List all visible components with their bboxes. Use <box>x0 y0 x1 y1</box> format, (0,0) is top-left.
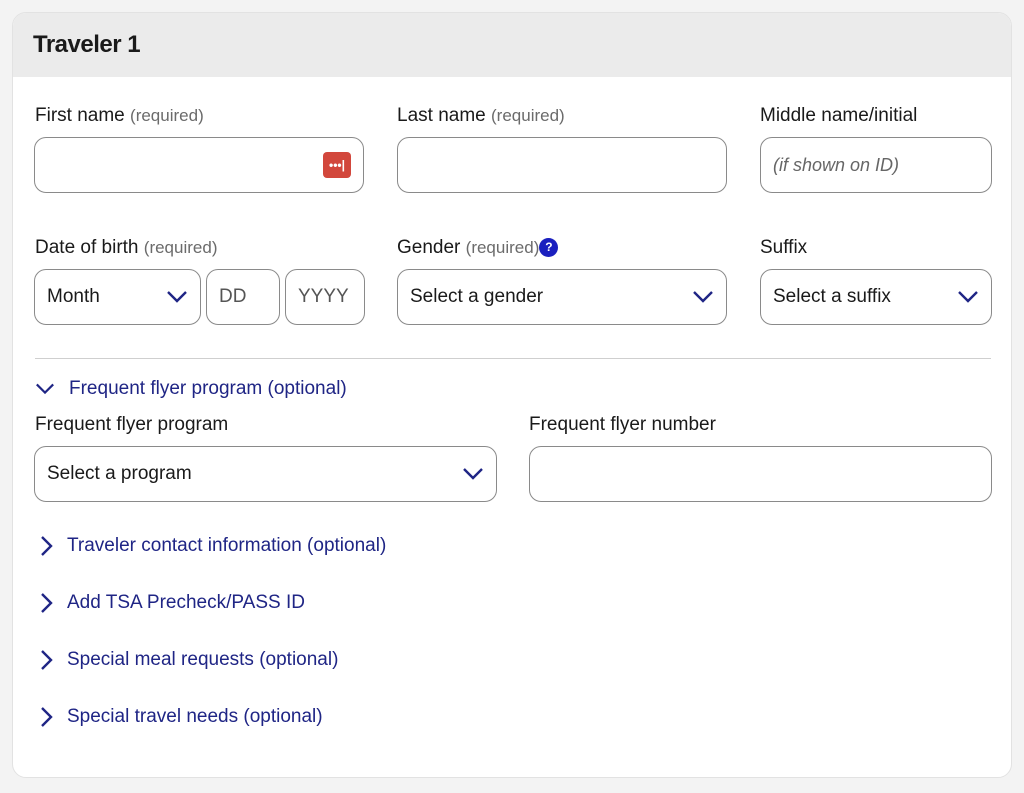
section-label: Special meal requests (optional) <box>67 649 339 670</box>
chevron-right-icon <box>39 592 53 614</box>
dob-label: Date of birth (required) <box>35 237 217 259</box>
chevron-down-icon <box>462 467 484 481</box>
chevron-down-icon <box>957 290 979 304</box>
frequent-flyer-toggle[interactable]: Frequent flyer program (optional) <box>35 378 347 400</box>
placeholder: (if shown on ID) <box>773 154 900 175</box>
placeholder: DD <box>219 286 247 307</box>
ff-number-label: Frequent flyer number <box>529 414 716 435</box>
ff-number-input[interactable] <box>529 446 992 502</box>
chevron-down-icon <box>35 382 55 396</box>
gender-label: Gender (required)? <box>397 237 559 259</box>
first-name-label: First name (required) <box>35 105 204 127</box>
chevron-right-icon <box>39 706 53 728</box>
middle-name-input[interactable]: (if shown on ID) <box>760 137 992 193</box>
required-hint: (required) <box>130 106 204 125</box>
middle-name-label: Middle name/initial <box>760 105 918 126</box>
ff-program-select[interactable]: Select a program <box>34 446 497 502</box>
toggle-label: Frequent flyer program (optional) <box>69 378 347 399</box>
section-label: Add TSA Precheck/PASS ID <box>67 592 305 613</box>
value: Select a gender <box>410 286 544 307</box>
label-text: Last name <box>397 105 486 126</box>
section-label: Traveler contact information (optional) <box>67 535 387 556</box>
value: Select a program <box>47 463 192 484</box>
value: Select a suffix <box>773 286 891 307</box>
label-text: Date of birth <box>35 237 139 258</box>
section-travel-needs[interactable]: Special travel needs (optional) <box>39 706 323 728</box>
first-name-input[interactable]: •••| <box>34 137 364 193</box>
gender-select[interactable]: Select a gender <box>397 269 727 325</box>
dob-month-select[interactable]: Month <box>34 269 201 325</box>
label-text: First name <box>35 105 125 126</box>
chevron-down-icon <box>166 290 188 304</box>
label-text: Gender <box>397 237 461 258</box>
card-title: Traveler 1 <box>33 31 141 58</box>
section-label: Special travel needs (optional) <box>67 706 323 727</box>
chevron-right-icon <box>39 535 53 557</box>
placeholder: YYYY <box>298 286 349 307</box>
chevron-down-icon <box>692 290 714 304</box>
required-hint: (required) <box>143 238 218 257</box>
dob-day-input[interactable]: DD <box>206 269 280 325</box>
value: Month <box>47 286 100 307</box>
suffix-select[interactable]: Select a suffix <box>760 269 992 325</box>
chevron-right-icon <box>39 649 53 671</box>
required-hint: (required) <box>465 238 540 257</box>
required-hint: (required) <box>491 106 565 125</box>
last-name-input[interactable] <box>397 137 727 193</box>
last-name-label: Last name (required) <box>397 105 565 127</box>
section-tsa-precheck[interactable]: Add TSA Precheck/PASS ID <box>39 592 305 614</box>
dob-year-input[interactable]: YYYY <box>285 269 365 325</box>
password-manager-icon[interactable]: •••| <box>323 152 351 178</box>
card-header: Traveler 1 <box>13 13 1011 77</box>
divider <box>35 358 991 359</box>
section-meal-requests[interactable]: Special meal requests (optional) <box>39 649 338 671</box>
ff-program-label: Frequent flyer program <box>35 414 229 435</box>
suffix-label: Suffix <box>760 237 808 258</box>
traveler-card: Traveler 1 First name (required) •••| La… <box>12 12 1012 778</box>
help-icon[interactable]: ? <box>539 238 559 257</box>
section-contact-info[interactable]: Traveler contact information (optional) <box>39 535 386 557</box>
